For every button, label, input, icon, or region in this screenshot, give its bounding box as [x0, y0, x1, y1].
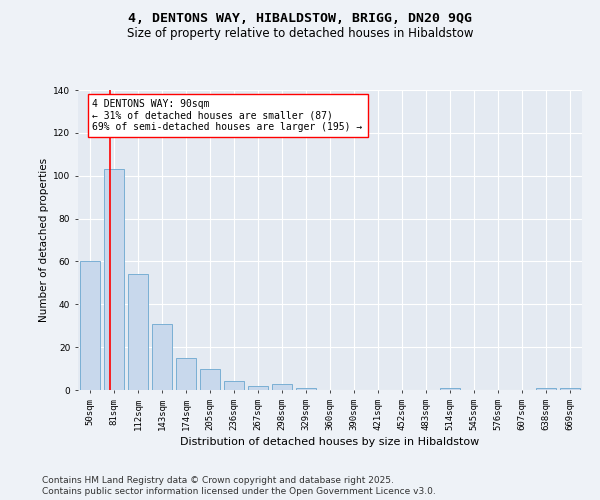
Bar	[248, 386, 268, 390]
Bar	[200, 368, 220, 390]
Bar	[296, 388, 316, 390]
Text: 4, DENTONS WAY, HIBALDSTOW, BRIGG, DN20 9QG: 4, DENTONS WAY, HIBALDSTOW, BRIGG, DN20 …	[128, 12, 472, 26]
Text: Contains HM Land Registry data © Crown copyright and database right 2025.: Contains HM Land Registry data © Crown c…	[42, 476, 394, 485]
Bar	[80, 262, 100, 390]
Bar	[560, 388, 580, 390]
X-axis label: Distribution of detached houses by size in Hibaldstow: Distribution of detached houses by size …	[181, 437, 479, 447]
Text: Size of property relative to detached houses in Hibaldstow: Size of property relative to detached ho…	[127, 28, 473, 40]
Bar	[152, 324, 172, 390]
Bar	[224, 382, 244, 390]
Bar	[128, 274, 148, 390]
Bar	[176, 358, 196, 390]
Y-axis label: Number of detached properties: Number of detached properties	[39, 158, 49, 322]
Bar	[272, 384, 292, 390]
Bar	[536, 388, 556, 390]
Text: Contains public sector information licensed under the Open Government Licence v3: Contains public sector information licen…	[42, 487, 436, 496]
Bar	[104, 170, 124, 390]
Text: 4 DENTONS WAY: 90sqm
← 31% of detached houses are smaller (87)
69% of semi-detac: 4 DENTONS WAY: 90sqm ← 31% of detached h…	[92, 98, 362, 132]
Bar	[440, 388, 460, 390]
